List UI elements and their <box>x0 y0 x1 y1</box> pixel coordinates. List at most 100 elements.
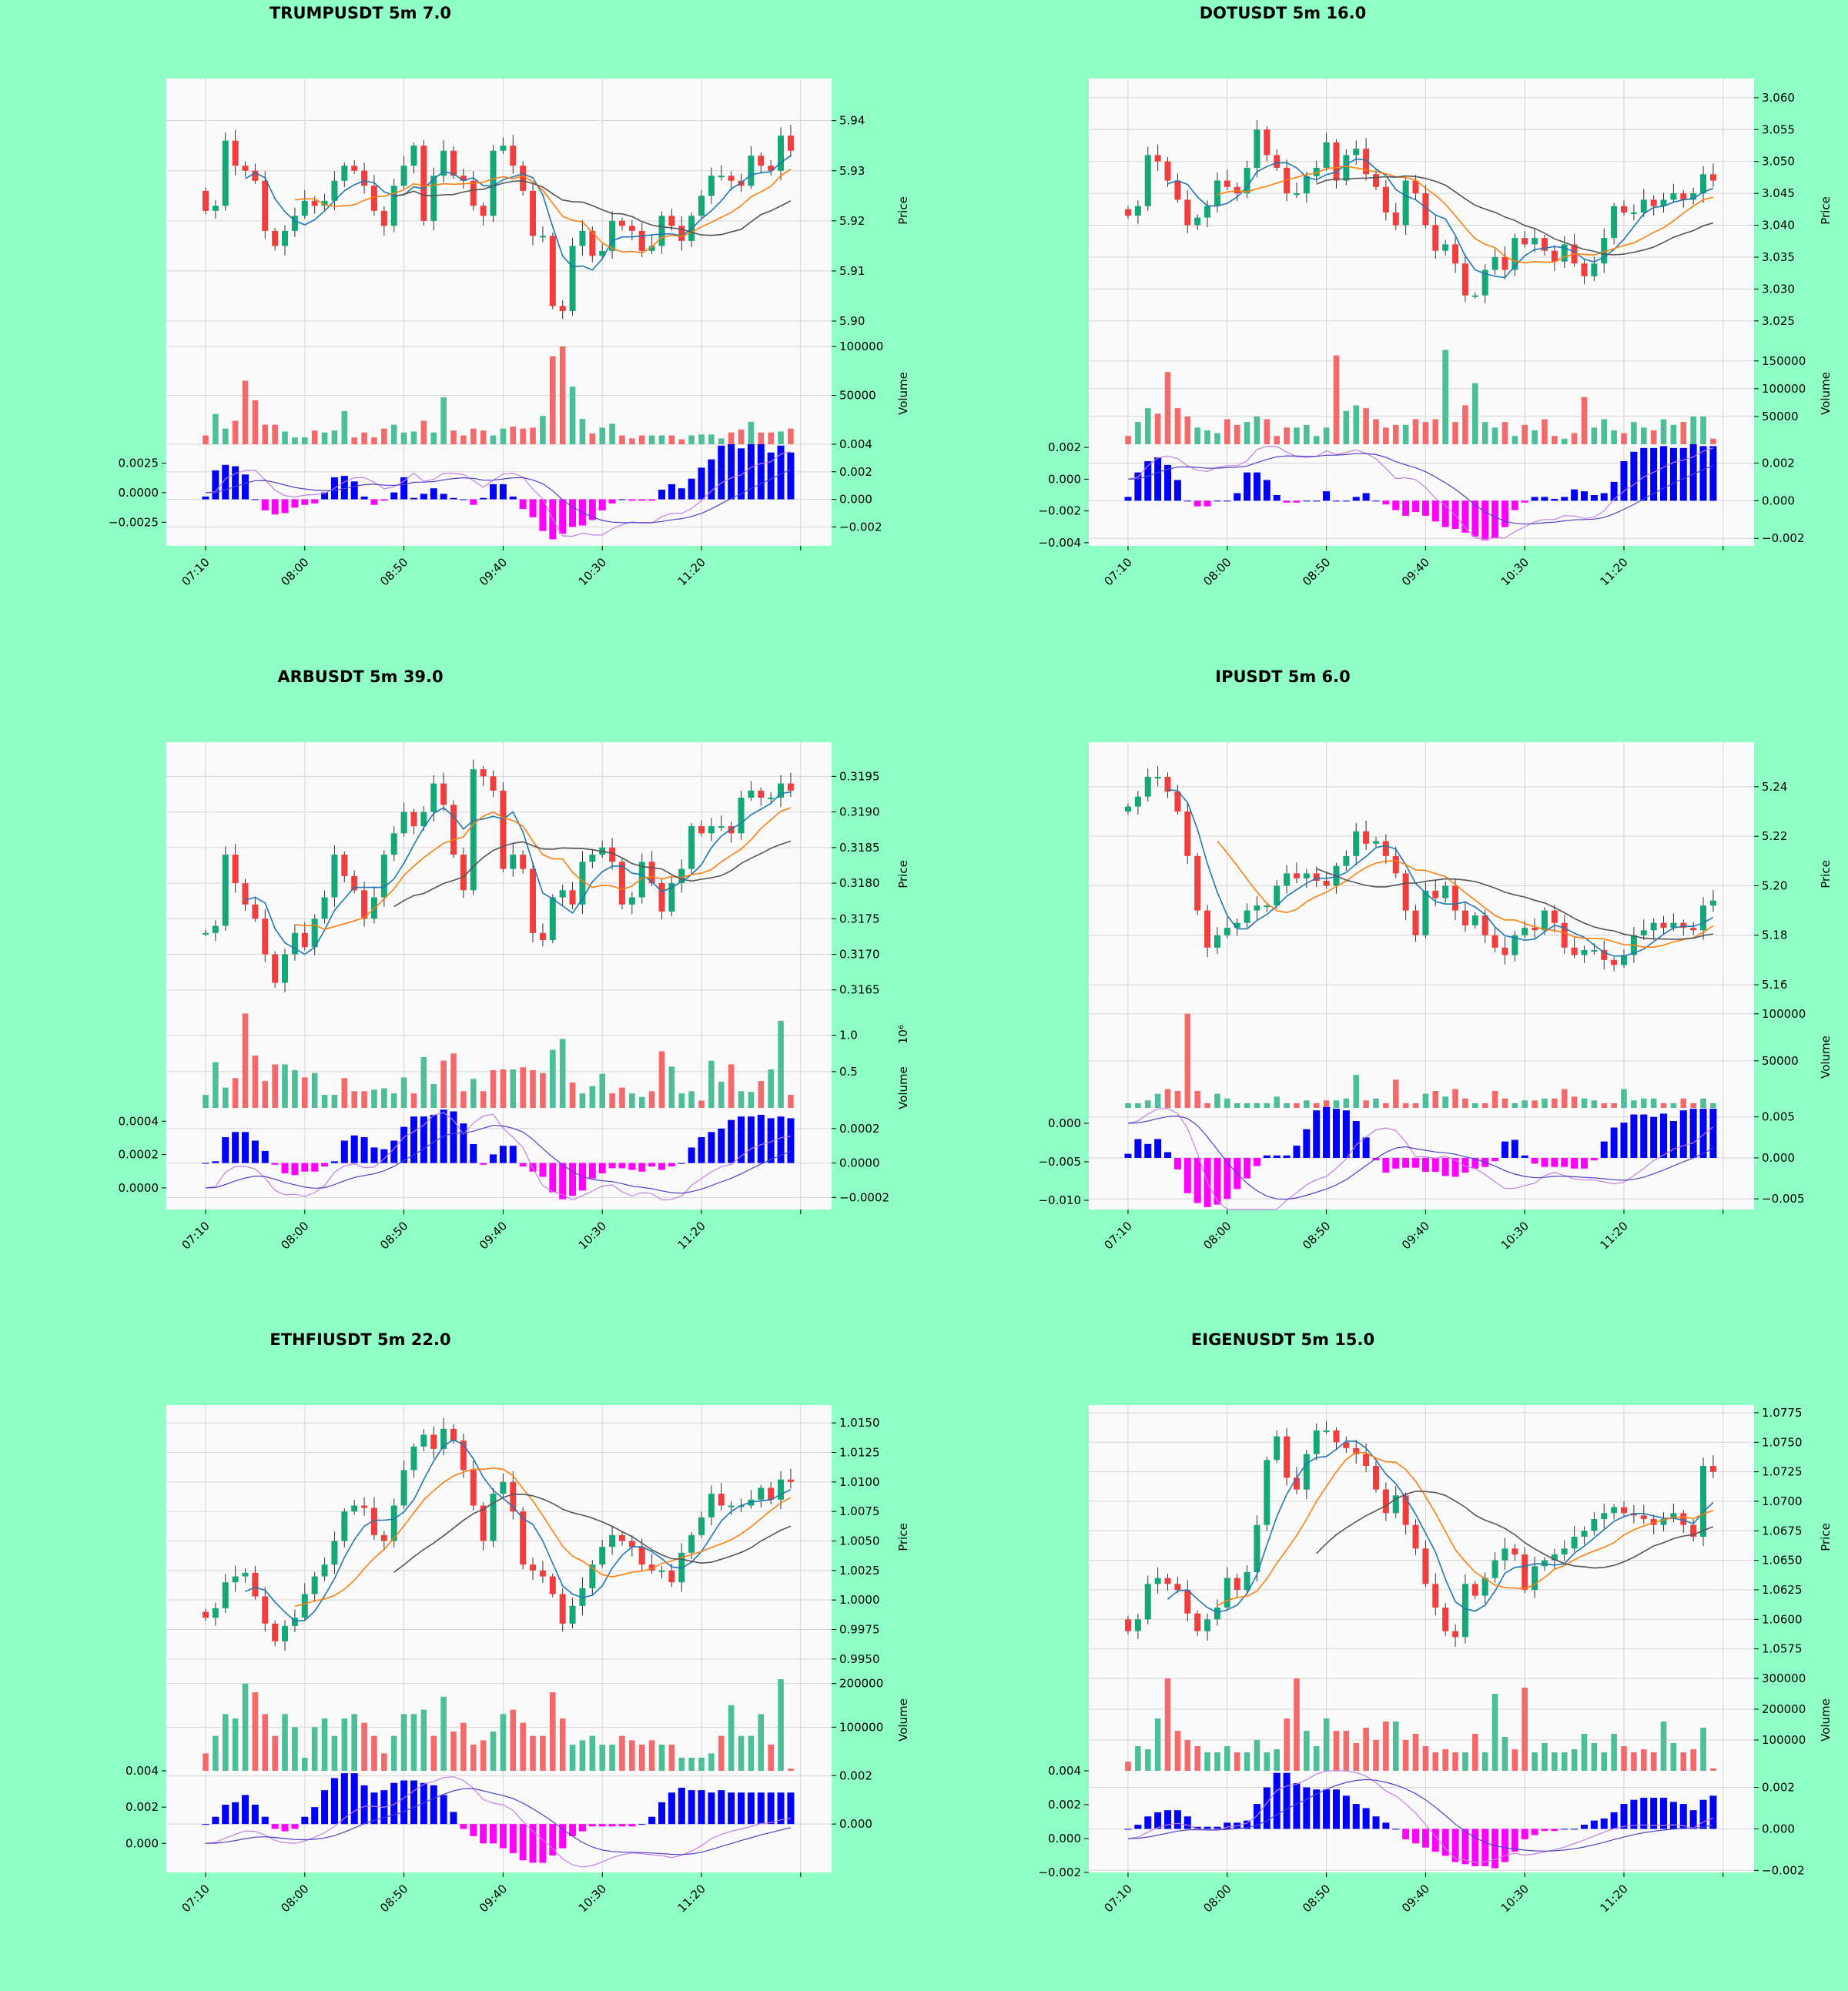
volume-bar <box>1670 424 1677 444</box>
candle-up <box>1640 199 1647 212</box>
macd-hist-bar <box>1173 480 1181 501</box>
macd-hist-bar <box>569 1824 577 1836</box>
candle-up <box>1303 1454 1310 1490</box>
volume-bar <box>1690 1749 1696 1771</box>
candle-up <box>1134 1619 1141 1631</box>
macd-hist-bar <box>1402 1157 1410 1168</box>
volume-bar <box>430 1083 437 1108</box>
candle-up <box>291 932 298 955</box>
macd-hist-bar <box>1263 1787 1270 1829</box>
macd-hist-bar <box>559 1163 567 1200</box>
volume-bar <box>1581 397 1588 444</box>
candle-down <box>549 1576 556 1594</box>
x-tick-label: 10:30 <box>1498 1882 1532 1915</box>
macd-hist-bar <box>1194 1826 1201 1829</box>
volume-bar <box>351 1091 357 1108</box>
macd-hist-bar <box>678 488 685 500</box>
macd-hist-bar <box>1481 500 1489 540</box>
candle-up <box>668 883 675 912</box>
macd-tick-label: 0.0002 <box>119 1148 159 1162</box>
candle-up <box>1353 831 1360 856</box>
macd-hist-bar <box>668 1792 675 1825</box>
candle-down <box>1373 1465 1379 1490</box>
macd-hist-bar <box>728 1792 735 1825</box>
candle-down <box>1650 1518 1657 1525</box>
volume-bar <box>341 1078 348 1108</box>
candle-up <box>1442 885 1449 898</box>
volume-bar <box>381 1753 387 1771</box>
candle-down <box>480 1505 487 1541</box>
volume-bar <box>708 1753 715 1771</box>
macd-hist-bar <box>1531 1829 1538 1835</box>
candle-down <box>1452 244 1459 264</box>
macd-hist-bar <box>598 1824 606 1827</box>
volume-bar <box>1571 433 1578 444</box>
price-tick-label: 1.0025 <box>839 1564 880 1578</box>
volume-bar <box>490 1732 497 1771</box>
macd-hist-bar <box>1154 457 1162 501</box>
candle-up <box>400 166 407 186</box>
candle-down <box>232 140 239 166</box>
candle-up <box>311 919 318 948</box>
candle-up <box>1512 238 1518 270</box>
macd-hist-bar <box>529 499 537 517</box>
macd-hist-bar <box>261 1150 269 1163</box>
price-tick-label: 5.94 <box>839 114 865 128</box>
candle-down <box>470 180 477 206</box>
hist-tick-label: 0.0000 <box>839 1156 880 1170</box>
macd-hist-bar <box>1263 480 1270 501</box>
candle-down <box>628 226 635 231</box>
candle-down <box>262 180 269 231</box>
candle-up <box>579 230 586 246</box>
macd-hist-bar <box>321 1163 329 1167</box>
macd-hist-bar <box>222 1805 229 1825</box>
candle-up <box>282 1625 289 1641</box>
volume-bar <box>1224 419 1230 444</box>
volume-bar <box>550 1049 556 1108</box>
candle-up <box>430 176 437 221</box>
macd-hist-bar <box>460 1123 467 1163</box>
volume-bar <box>361 1722 367 1771</box>
candle-down <box>1313 873 1320 882</box>
x-tick-label: 07:10 <box>179 555 213 588</box>
volume-bar <box>1294 1678 1300 1771</box>
macd-hist-bar <box>1263 1155 1270 1158</box>
volume-bar <box>1323 427 1330 444</box>
candle-down <box>648 1564 655 1571</box>
candle-up <box>1244 1571 1250 1590</box>
volume-bar <box>599 1745 605 1771</box>
candle-down <box>203 1611 209 1618</box>
candle-up <box>1551 1554 1558 1561</box>
macd-hist-bar <box>1590 1820 1598 1829</box>
candle-up <box>1134 206 1141 216</box>
candle-down <box>1481 915 1488 935</box>
volume-bar <box>1432 1091 1439 1108</box>
macd-hist-bar <box>1392 500 1400 510</box>
volume-bar <box>1294 1103 1300 1108</box>
candle-up <box>510 855 517 869</box>
hist-tick-label: 0.004 <box>839 437 872 451</box>
hist-tick-label: 0.0002 <box>839 1122 880 1136</box>
candle-up <box>1244 167 1250 194</box>
volume-bar <box>629 1093 635 1108</box>
candle-up <box>1214 1607 1220 1620</box>
candle-down <box>1471 1584 1478 1596</box>
macd-hist-bar <box>559 1824 567 1849</box>
volume-bar <box>1700 1098 1706 1108</box>
candle-down <box>758 790 765 798</box>
macd-hist-bar <box>1471 1157 1479 1169</box>
volume-bar <box>292 1069 298 1108</box>
volume-bar <box>688 435 695 444</box>
macd-hist-bar <box>1531 497 1538 501</box>
candle-down <box>1164 161 1171 181</box>
candle-up <box>1224 1578 1230 1608</box>
volume-bar <box>302 437 308 444</box>
macd-hist-bar <box>1709 1109 1717 1158</box>
volume-bar <box>282 1714 288 1771</box>
volume-bar <box>1353 1075 1360 1108</box>
candle-down <box>718 1494 725 1506</box>
candle-up <box>222 855 229 926</box>
volume-bar <box>1512 1749 1518 1771</box>
ma10-line <box>1217 165 1714 264</box>
candle-up <box>222 140 229 206</box>
